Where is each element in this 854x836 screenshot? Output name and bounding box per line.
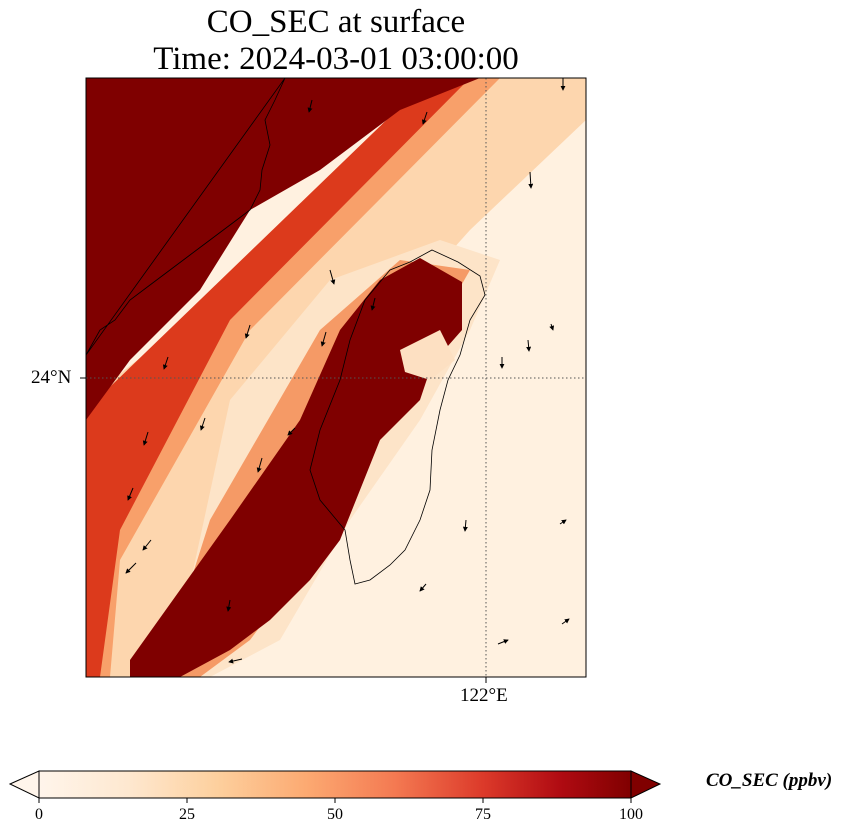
colorbar-tick-label: 25 <box>179 806 195 823</box>
mainland-plume-core <box>86 78 480 420</box>
colorbar-tick-label: 0 <box>35 806 43 823</box>
wind-arrow <box>244 324 251 339</box>
map-title-line2: Time: 2024-03-01 03:00:00 <box>153 41 519 77</box>
wind-arrow <box>370 297 376 311</box>
wind-arrow <box>549 323 555 331</box>
map-title-line1: CO_SEC at surface <box>206 4 466 40</box>
colorbar-extend-max <box>630 770 662 799</box>
colorbar <box>8 770 662 803</box>
wind-arrow <box>329 269 336 285</box>
colorbar-tick-label: 75 <box>475 806 491 823</box>
longitude-tick-label: 122°E <box>460 685 508 706</box>
wind-arrow <box>287 427 296 436</box>
latitude-tick-label: 24°N <box>31 367 72 388</box>
wind-arrow <box>419 583 427 592</box>
wind-arrow <box>307 99 313 113</box>
wind-arrow <box>320 331 327 347</box>
wind-arrow <box>142 539 152 551</box>
wind-arrow <box>526 339 532 352</box>
colorbar-gradient <box>38 770 632 799</box>
wind-arrow <box>256 457 263 473</box>
china-coastline <box>86 78 286 356</box>
wind-arrow <box>561 618 570 625</box>
colorbar-tick-label: 50 <box>327 806 343 823</box>
wind-arrow <box>559 519 567 525</box>
wind-arrow <box>228 658 243 664</box>
wind-arrow <box>528 171 534 189</box>
taiwan-coastline <box>309 249 486 585</box>
wind-arrow <box>127 487 134 501</box>
wind-arrow <box>162 356 169 370</box>
taiwan-plume-core <box>130 258 462 677</box>
wind-arrow <box>142 431 149 446</box>
wind-arrow <box>226 599 232 612</box>
wind-arrow <box>497 639 509 645</box>
wind-arrow <box>421 111 428 125</box>
wind-arrow <box>462 519 468 532</box>
colorbar-label: CO_SEC (ppbv) <box>706 770 833 791</box>
map-panel <box>80 77 587 683</box>
wind-arrow <box>199 417 206 431</box>
wind-arrow <box>125 562 137 574</box>
colorbar-tick-label: 100 <box>619 806 643 823</box>
wind-arrows <box>125 78 570 664</box>
clean-air-notch <box>400 330 455 380</box>
colorbar-extend-min <box>8 770 40 799</box>
